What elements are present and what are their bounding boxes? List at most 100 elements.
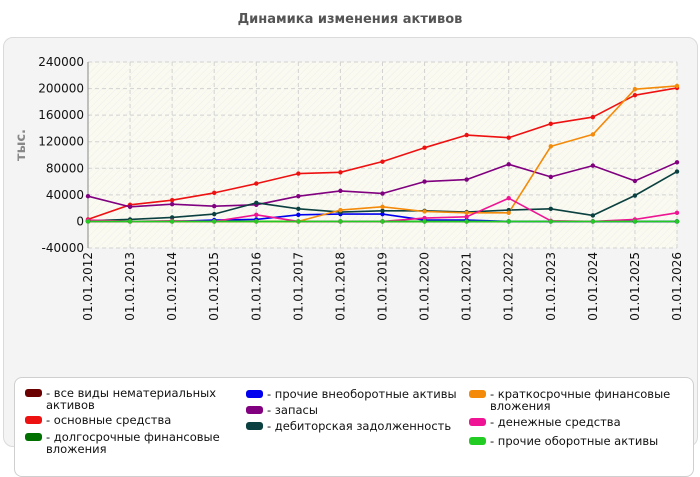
data-point (548, 144, 553, 149)
data-point (380, 204, 385, 210)
data-point (85, 219, 91, 224)
y-axis-label: тыс. (14, 129, 29, 161)
legend-swatch (469, 390, 486, 398)
data-point (380, 211, 385, 217)
data-point (380, 219, 385, 224)
data-point (590, 163, 596, 168)
legend-label: - дебиторская задолженность (267, 419, 452, 433)
data-point (296, 206, 301, 212)
data-point (254, 219, 259, 224)
data-point (590, 114, 596, 120)
y-tick-label: 160000 (38, 108, 84, 122)
chart-panel: -40000 0 40000 80000 120000 160000 200000 24000… (3, 37, 698, 477)
data-point (169, 215, 175, 220)
data-point (632, 219, 638, 224)
data-point (506, 210, 511, 215)
legend-label: - основные средства (46, 413, 172, 427)
data-point (674, 160, 680, 165)
data-point (338, 170, 343, 175)
x-tick-label: 01.01.2023 (544, 252, 558, 321)
y-tick-label: 40000 (46, 188, 84, 202)
data-point (380, 208, 385, 213)
data-point (254, 181, 259, 186)
x-tick-label: 01.01.2021 (460, 252, 474, 321)
data-point (590, 219, 596, 224)
x-tick-label: 01.01.2019 (376, 252, 390, 321)
data-point (674, 169, 680, 174)
data-point (254, 212, 259, 217)
data-point (380, 159, 385, 164)
data-point (169, 201, 175, 207)
x-tick-label: 01.01.2012 (81, 252, 95, 321)
data-point (464, 177, 469, 182)
data-point (422, 219, 427, 224)
data-point (169, 219, 175, 224)
x-tick-label: 01.01.2022 (502, 252, 516, 321)
legend-swatch (246, 422, 263, 430)
legend-swatch (25, 389, 42, 397)
data-point (422, 145, 427, 150)
data-point (212, 203, 217, 209)
x-tick-label: 01.01.2020 (418, 252, 432, 321)
legend-label: - долгосрочные финансовые вложения (46, 430, 220, 456)
data-point (296, 171, 301, 176)
legend-swatch (469, 437, 486, 445)
data-point (169, 197, 175, 203)
plot-area: -40000 0 40000 80000 120000 160000 200000 24000… (14, 55, 684, 321)
data-point (632, 87, 638, 92)
data-point (127, 219, 133, 224)
data-point (296, 193, 301, 199)
data-point (590, 132, 596, 137)
legend-swatch (246, 390, 263, 398)
data-point (674, 83, 680, 89)
data-point (212, 190, 217, 196)
y-tick-label: 200000 (38, 82, 84, 96)
data-point (212, 211, 217, 217)
x-tick-label: 01.01.2018 (333, 252, 347, 321)
data-point (85, 193, 91, 199)
data-point (548, 206, 553, 212)
legend-label: - краткосрочные финансовые вложения (490, 387, 671, 413)
legend-item: - прочие внеоборотные активы (246, 388, 466, 400)
data-point (338, 188, 343, 194)
data-point (338, 207, 343, 213)
data-point (296, 219, 301, 224)
legend-swatch (469, 418, 486, 426)
data-point (632, 193, 638, 198)
data-point (632, 178, 638, 184)
x-tick-label: 01.01.2013 (123, 252, 137, 321)
legend-item: - долгосрочные финансовые вложения (25, 431, 225, 455)
data-point (380, 191, 385, 196)
legend-label: - денежные средства (490, 415, 621, 429)
chart-title: Динамика изменения активов (237, 12, 463, 27)
legend-item: - основные средства (25, 414, 225, 426)
data-point (632, 93, 638, 98)
legend-item: - денежные средства (469, 416, 689, 428)
legend-item: - запасы (246, 404, 466, 416)
legend-swatch (25, 433, 42, 441)
data-point (212, 219, 217, 224)
legend: - все виды нематериальных активов - осно… (14, 377, 694, 477)
data-point (464, 132, 469, 138)
x-tick-label: 01.01.2017 (291, 252, 305, 321)
data-point (548, 174, 553, 180)
legend-label: - прочие оборотные активы (490, 434, 659, 448)
y-tick-label: 120000 (38, 135, 84, 149)
data-point (254, 200, 259, 206)
legend-item: - краткосрочные финансовые вложения (469, 388, 689, 412)
data-point (338, 219, 343, 224)
data-point (464, 219, 469, 224)
legend-label: - запасы (267, 403, 318, 417)
data-point (464, 214, 469, 219)
data-point (674, 210, 680, 215)
data-point (464, 210, 469, 215)
data-point (296, 212, 301, 217)
data-point (506, 195, 511, 201)
x-tick-label: 01.01.2024 (586, 252, 600, 321)
legend-label: - все виды нематериальных активов (46, 386, 217, 412)
y-tick-label: 240000 (38, 55, 84, 69)
legend-item: - все виды нематериальных активов (25, 387, 225, 411)
legend-item: - дебиторская задолженность (246, 420, 466, 432)
data-point (548, 219, 553, 224)
legend-swatch (246, 406, 263, 414)
